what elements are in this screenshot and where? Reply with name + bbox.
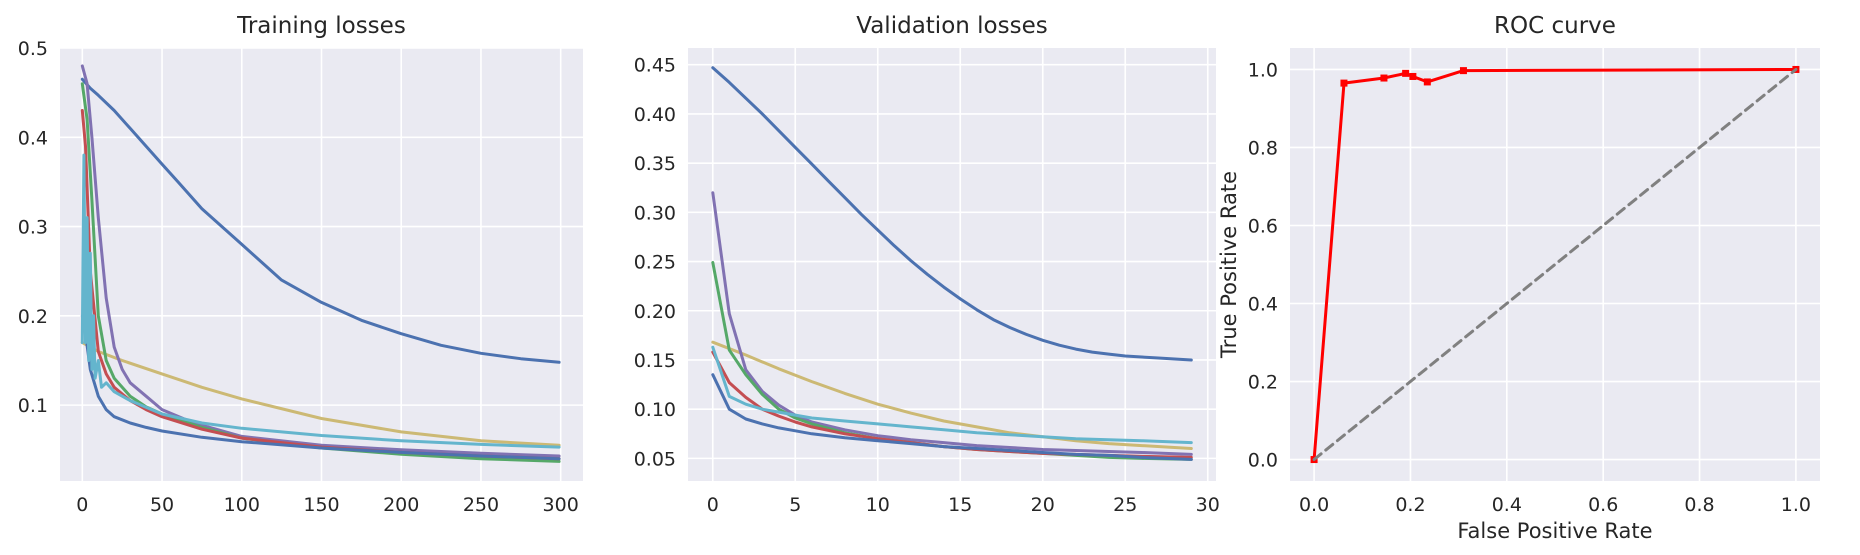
x-tick-label: 150 (303, 494, 339, 516)
x-tick-label: 25 (1113, 494, 1137, 516)
data-point (1409, 72, 1417, 80)
series-line-2 (80, 341, 561, 447)
y-tick-label: 0.3 (18, 217, 48, 239)
y-tick-label: 0.6 (1248, 215, 1278, 237)
y-tick-label: 0.4 (18, 127, 48, 149)
y-tick-label: 0.15 (634, 350, 676, 372)
data-point (1402, 69, 1410, 77)
y-tick-label: 0.45 (634, 55, 676, 77)
y-tick-label: 0.30 (634, 202, 676, 224)
x-tick-label: 0.2 (1395, 494, 1425, 516)
x-tick-label: 200 (383, 494, 419, 516)
chart-3: 0.0 0.2 0.4 0.6 0.8 1.0 0.0 0.2 0.4 0.6 0.8 1.0 ROC … (1217, 13, 1820, 543)
y-tick-label: 0.5 (18, 38, 48, 60)
x-axis-label: False Positive Rate (1457, 519, 1652, 543)
y-tick-label: 0.20 (634, 301, 676, 323)
series-group (80, 64, 561, 463)
x-tick-label: 0.8 (1684, 494, 1714, 516)
data-point (1459, 67, 1467, 75)
x-tick-label: 50 (150, 494, 174, 516)
series-line-2 (711, 340, 1193, 450)
x-tick-label: 300 (543, 494, 579, 516)
x-tick-label: 10 (866, 494, 890, 516)
chart-title: ROC curve (1494, 13, 1616, 39)
y-tick-label: 0.2 (1248, 372, 1278, 394)
y-tick-label: 1.0 (1248, 59, 1278, 81)
chart-title: Training losses (236, 13, 406, 39)
y-tick-label: 0.40 (634, 104, 676, 126)
x-tick-label: 15 (948, 494, 972, 516)
y-tick-label: 0.1 (18, 395, 48, 417)
chart-title: Validation losses (856, 13, 1047, 39)
series-line-1 (1312, 68, 1798, 461)
series-line-3 (80, 64, 561, 458)
x-tick-label: 0.6 (1588, 494, 1618, 516)
x-tick-label: 0 (76, 494, 88, 516)
y-tick-label: 0.8 (1248, 137, 1278, 159)
data-point (1380, 74, 1388, 82)
x-tick-label: 5 (789, 494, 801, 516)
x-tick-label: 0.0 (1299, 494, 1329, 516)
y-axis-label: True Positive Rate (1217, 171, 1241, 359)
y-tick-label: 0.4 (1248, 294, 1278, 316)
series-line-1 (80, 77, 561, 364)
x-tick-label: 1.0 (1781, 494, 1811, 516)
series-group (1310, 65, 1800, 464)
y-tick-label: 0.0 (1248, 450, 1278, 472)
plot-area (688, 48, 1216, 481)
x-tick-label: 20 (1031, 494, 1055, 516)
series-group (711, 66, 1193, 461)
x-tick-label: 30 (1196, 494, 1220, 516)
series-line-1 (711, 66, 1193, 362)
series-line-2 (1312, 68, 1798, 461)
y-tick-label: 0.25 (634, 252, 676, 274)
y-tick-label: 0.05 (634, 448, 676, 470)
x-tick-label: 0.4 (1492, 494, 1522, 516)
y-tick-label: 0.35 (634, 153, 676, 175)
data-point (1340, 79, 1348, 87)
chart-1: 0 50 100 150 200 250 300 0.1 0.2 0.3 0.4 0.5 Trainin… (18, 13, 583, 516)
x-tick-label: 100 (224, 494, 260, 516)
x-tick-label: 250 (463, 494, 499, 516)
y-tick-label: 0.2 (18, 306, 48, 328)
data-point (1423, 78, 1431, 86)
series-line-7 (711, 373, 1193, 461)
series-line-6 (80, 314, 561, 461)
x-tick-label: 0 (707, 494, 719, 516)
series-line-7 (80, 153, 561, 449)
series-line-3 (711, 191, 1193, 456)
series-line-6 (711, 345, 1193, 445)
y-tick-label: 0.10 (634, 399, 676, 421)
chart-2: 0 5 10 15 20 25 30 0.05 0.10 0.15 0.20 0.25 0.30 0.35… (634, 13, 1220, 516)
